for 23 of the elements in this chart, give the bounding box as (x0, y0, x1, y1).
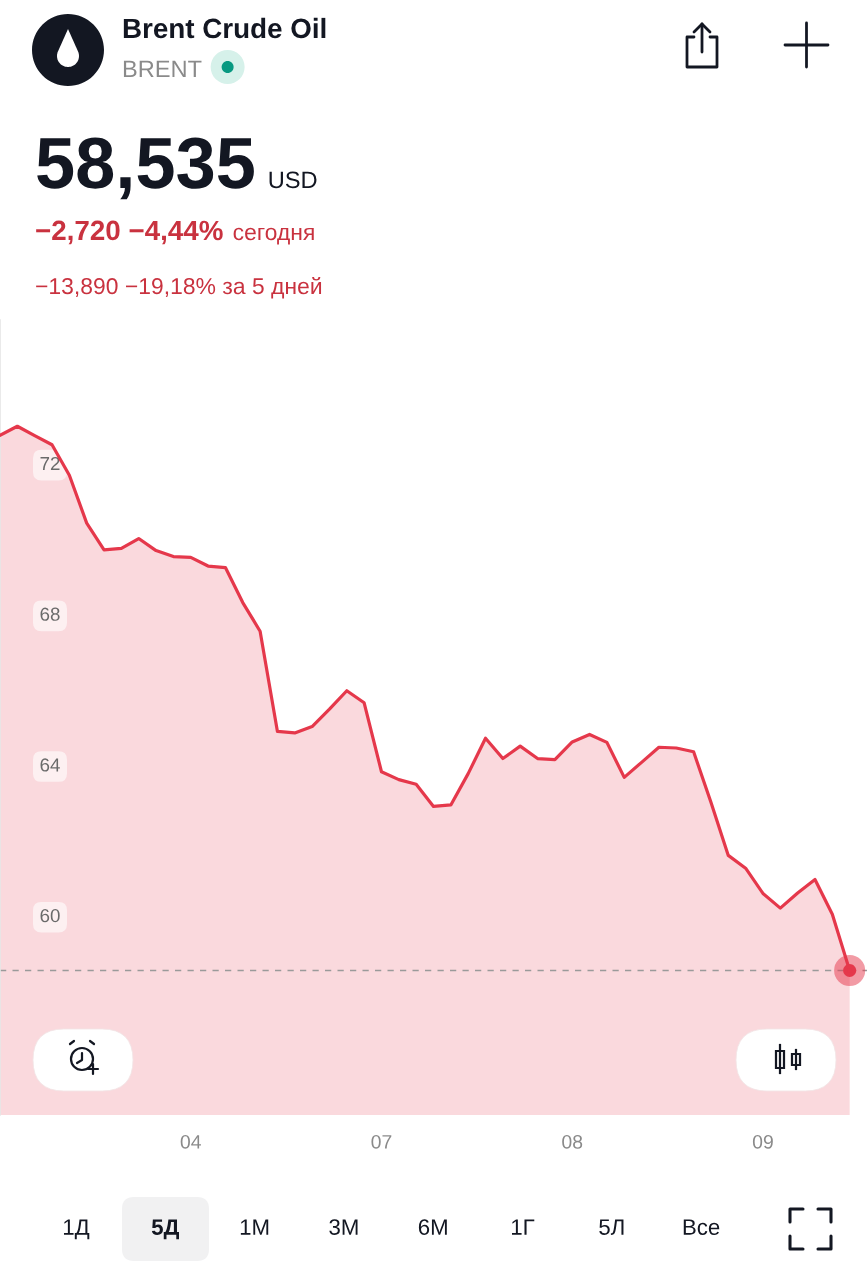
x-tick-label: 04 (180, 1134, 201, 1149)
text: 1Д (63, 1219, 90, 1240)
text: USD (269, 171, 317, 189)
text: 58,535 (37, 137, 254, 200)
text: сегодня (233, 227, 314, 245)
chart-title: Brent Crude Oil (123, 17, 326, 39)
y-tick-label: 68 (40, 607, 60, 621)
x-tick-label: 07 (371, 1134, 392, 1149)
x-tick-label: 08 (562, 1134, 583, 1149)
text: 5Д (151, 1219, 179, 1240)
text: 3М (329, 1219, 358, 1235)
y-tick-label: 72 (40, 456, 60, 470)
text: 1М (240, 1219, 269, 1235)
text: 6М (418, 1219, 447, 1235)
text: 5Л (599, 1219, 624, 1235)
y-tick-label: 64 (40, 758, 60, 772)
text: −13,890 −19,18% за 5 дней (36, 276, 322, 299)
text: 1Г (512, 1219, 535, 1235)
chart-subtitle: BRENT (123, 60, 202, 77)
y-tick-label: 60 (40, 909, 60, 923)
x-tick-label: 09 (752, 1134, 773, 1149)
text: −2,720 −4,44% (36, 220, 223, 245)
text: Все (683, 1219, 720, 1235)
